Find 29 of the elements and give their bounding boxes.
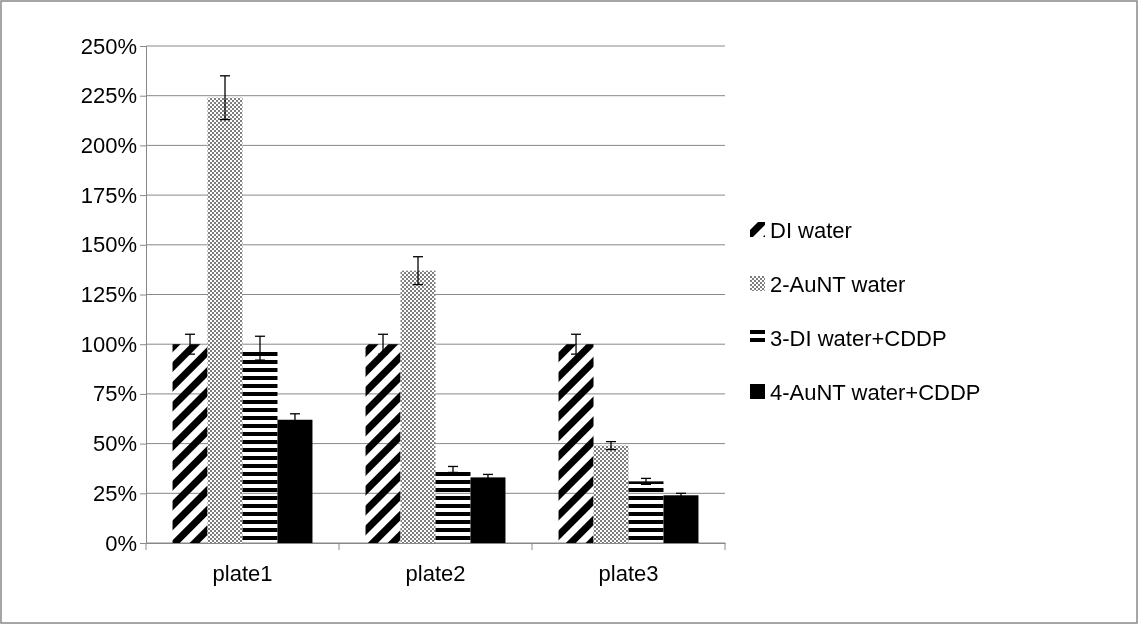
x-tick-label: plate2	[405, 560, 466, 586]
bar	[172, 344, 208, 543]
legend-label: 2-AuNT water	[770, 272, 906, 297]
x-tick-label: plate1	[212, 560, 273, 586]
y-tick-label: 0%	[105, 530, 137, 556]
y-tick-label: 50%	[92, 431, 137, 457]
bar	[593, 445, 629, 543]
y-tick-label: 100%	[80, 331, 137, 357]
legend-label: DI water	[770, 218, 852, 243]
y-tick-label: 250%	[80, 33, 137, 59]
y-tick-label: 125%	[80, 282, 137, 308]
y-tick-label: 175%	[80, 182, 137, 208]
bar	[207, 97, 243, 543]
bar	[435, 469, 471, 543]
legend-label: 4-AuNT water+CDDP	[770, 380, 981, 405]
bar	[628, 481, 664, 543]
bar	[400, 270, 436, 543]
bar	[470, 477, 506, 543]
x-tick-label: plate3	[598, 560, 659, 586]
y-tick-label: 225%	[80, 83, 137, 109]
bar	[365, 344, 401, 543]
bar	[663, 495, 699, 543]
y-tick-label: 25%	[92, 480, 137, 506]
bar	[277, 419, 313, 543]
y-tick-label: 150%	[80, 232, 137, 258]
y-tick-label: 200%	[80, 132, 137, 158]
y-tick-label: 75%	[92, 381, 137, 407]
bar	[558, 344, 594, 543]
legend-label: 3-DI water+CDDP	[770, 326, 947, 351]
